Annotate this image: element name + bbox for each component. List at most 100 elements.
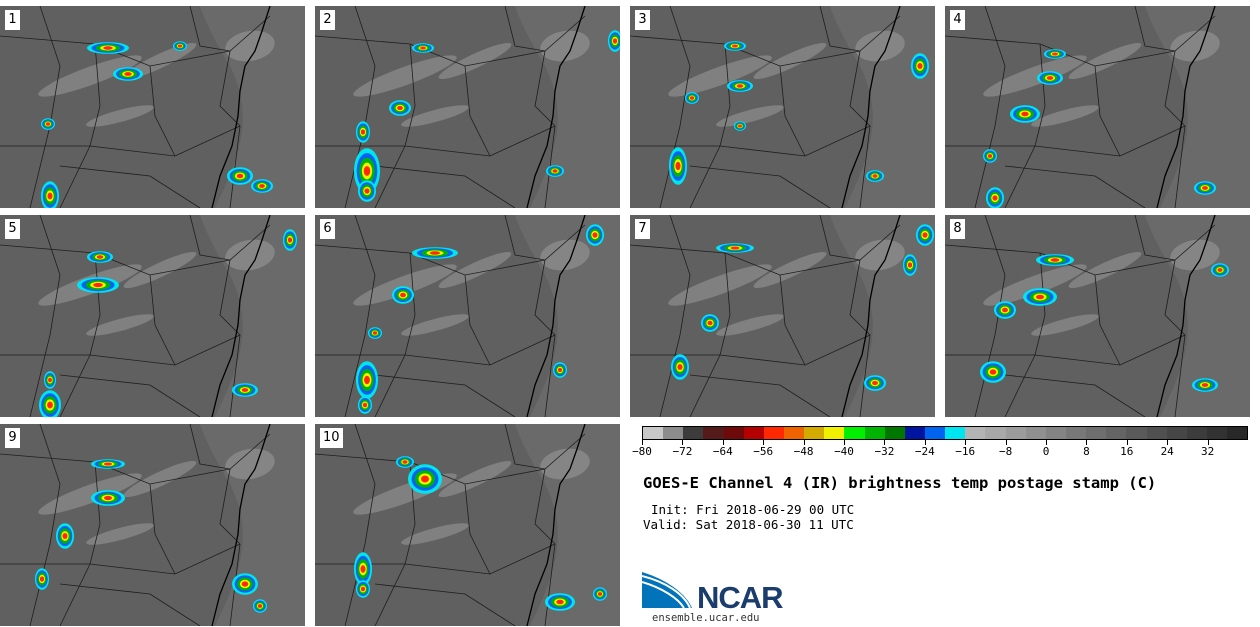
storm-cluster — [669, 147, 687, 185]
storm-cluster — [91, 490, 125, 506]
colorbar-tick-label: −48 — [793, 445, 814, 458]
storm-cluster — [916, 224, 934, 246]
panel-number: 4 — [950, 10, 965, 30]
stamp-panel-10: 10 — [315, 424, 620, 626]
colorbar-segment — [783, 427, 805, 439]
storm-cluster — [983, 149, 997, 163]
storm-cluster — [232, 573, 258, 595]
storm-cluster — [44, 371, 56, 389]
storm-cluster — [701, 314, 719, 332]
ir-map — [630, 6, 935, 208]
ir-map — [315, 424, 620, 626]
ir-map — [630, 215, 935, 417]
colorbar-segment — [1086, 427, 1107, 439]
storm-cluster — [671, 354, 689, 380]
storm-cluster — [734, 121, 746, 131]
storm-cluster — [1010, 105, 1040, 123]
colorbar-tick-label: −24 — [914, 445, 935, 458]
colorbar-tick-label: −40 — [834, 445, 854, 458]
storm-cluster — [864, 375, 886, 391]
storm-cluster — [87, 42, 129, 54]
stamp-panel-2: 2 — [315, 6, 620, 208]
storm-cluster — [358, 396, 372, 414]
colorbar-segment — [663, 427, 684, 439]
storm-cluster — [412, 247, 458, 259]
storm-cluster — [593, 587, 607, 601]
colorbar-tick-label: −56 — [753, 445, 774, 458]
colorbar-tick — [682, 440, 684, 445]
colorbar-segment — [1186, 427, 1207, 439]
stamp-panel-4: 4 — [945, 6, 1250, 208]
storm-cluster — [368, 327, 382, 339]
stamp-panel-7: 7 — [630, 215, 935, 417]
colorbar-segment — [643, 427, 664, 439]
colorbar-tick-label: −8 — [998, 445, 1013, 458]
storm-cluster — [41, 181, 59, 208]
storm-cluster — [354, 148, 380, 194]
storm-cluster — [283, 229, 297, 251]
colorbar-segment — [804, 427, 825, 439]
colorbar-tick — [884, 440, 886, 445]
storm-cluster — [354, 552, 372, 586]
storm-cluster — [173, 41, 187, 51]
valid-time: Valid: Sat 2018-06-30 11 UTC — [643, 517, 854, 532]
ncar-logo-icon — [642, 572, 692, 609]
ncar-url: ensemble.ucar.edu — [652, 612, 760, 624]
colorbar-segment — [924, 427, 946, 439]
storm-cluster — [545, 593, 575, 611]
colorbar-segment — [864, 427, 885, 439]
colorbar-segment — [1065, 427, 1087, 439]
storm-cluster — [685, 92, 699, 104]
colorbar-tick-label: 0 — [1042, 445, 1050, 458]
storm-cluster — [1194, 181, 1216, 195]
storm-cluster — [903, 254, 917, 276]
storm-cluster — [356, 580, 370, 598]
storm-cluster — [77, 277, 119, 293]
colorbar-tick — [924, 440, 926, 445]
panel-number: 7 — [635, 219, 650, 239]
storm-cluster — [35, 568, 49, 590]
storm-cluster — [251, 179, 273, 193]
colorbar-segment — [1227, 427, 1248, 439]
colorbar-tick — [965, 440, 967, 445]
panel-number: 5 — [5, 219, 20, 239]
init-time: Init: Fri 2018-06-29 00 UTC — [651, 502, 855, 517]
storm-cluster — [408, 464, 442, 494]
colorbar-segment — [1045, 427, 1066, 439]
ncar-logo-text: NCAR — [697, 580, 784, 615]
panel-number: 3 — [635, 10, 650, 30]
stamp-panel-6: 6 — [315, 215, 620, 417]
storm-cluster — [553, 362, 567, 378]
storm-cluster — [546, 165, 564, 177]
stamp-panel-5: 5 — [0, 215, 305, 417]
colorbar-segment — [844, 427, 865, 439]
storm-cluster — [1023, 288, 1057, 306]
colorbar-segment — [904, 427, 925, 439]
stamp-panel-9: 9 — [0, 424, 305, 626]
ir-map — [0, 6, 305, 208]
storm-cluster — [586, 224, 604, 246]
panel-number: 1 — [5, 10, 20, 30]
storm-cluster — [113, 67, 143, 81]
storm-cluster — [1044, 49, 1066, 59]
colorbar-tick-label: 32 — [1200, 445, 1215, 458]
ir-map — [0, 215, 305, 417]
storm-cluster — [727, 80, 753, 92]
storm-cluster — [389, 100, 411, 116]
panel-number: 10 — [320, 428, 343, 448]
colorbar-segment — [743, 427, 764, 439]
storm-cluster — [41, 118, 55, 130]
stamp-panel-8: 8 — [945, 215, 1250, 417]
colorbar-tick — [844, 440, 845, 445]
storm-cluster — [39, 390, 61, 417]
colorbar-tick — [642, 440, 643, 445]
storm-cluster — [986, 187, 1004, 208]
storm-cluster — [724, 41, 746, 51]
storm-cluster — [1036, 254, 1074, 266]
colorbar-tick — [1046, 440, 1047, 445]
colorbar-segment — [884, 427, 905, 439]
ir-map — [945, 6, 1250, 208]
colorbar-tick-label: 24 — [1160, 445, 1174, 458]
colorbar-tick-label: −16 — [955, 445, 976, 458]
temperature-colorbar — [642, 426, 1248, 440]
